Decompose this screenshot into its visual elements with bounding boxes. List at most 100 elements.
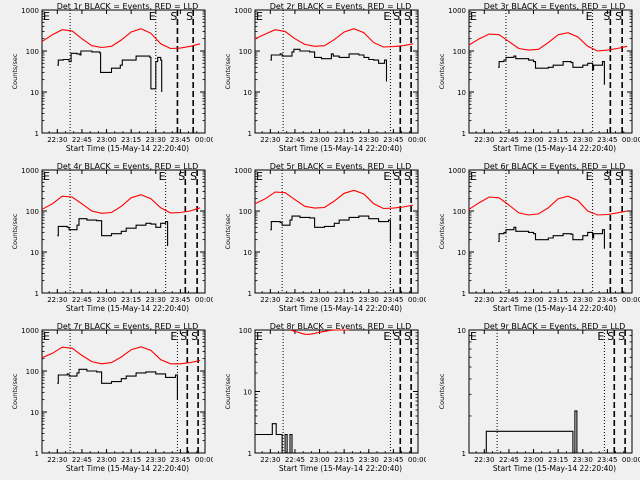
event-marker-label: E — [43, 170, 50, 183]
x-tick-label: 23:30 — [359, 136, 379, 144]
x-tick-label: 22:45 — [72, 456, 92, 464]
x-tick-label: 23:45 — [170, 136, 190, 144]
x-tick-label: 23:00 — [96, 456, 116, 464]
x-axis-label: Start Time (15-May-14 22:20:40) — [493, 464, 616, 473]
x-tick-label: 22:30 — [47, 136, 67, 144]
event-marker-label: S — [603, 170, 610, 183]
x-axis-label: Start Time (15-May-14 22:20:40) — [66, 464, 189, 473]
event-marker-label: E — [383, 330, 390, 343]
event-marker-label: E — [159, 170, 166, 183]
y-tick-label: 100 — [26, 368, 39, 376]
chart-title: Det 5r BLACK = Events, RED = LLD — [270, 162, 412, 171]
x-tick-label: 23:15 — [548, 296, 568, 304]
y-tick-label: 10 — [30, 249, 39, 257]
event-marker-label: E — [597, 330, 604, 343]
x-tick-label: 23:15 — [334, 456, 354, 464]
x-tick-label: 23:30 — [146, 136, 166, 144]
y-tick-label: 1 — [462, 450, 466, 458]
event-marker-label: E — [586, 10, 593, 23]
x-tick-label: 23:15 — [121, 456, 141, 464]
y-axis-label: Counts/sec — [11, 213, 19, 249]
y-axis-label: Counts/sec — [11, 53, 19, 89]
event-marker-label: S — [393, 330, 400, 343]
y-tick-label: 10 — [457, 327, 466, 335]
x-tick-label: 23:15 — [548, 456, 568, 464]
x-tick-label: 00:00 — [408, 456, 426, 464]
x-tick-label: 23:30 — [146, 456, 166, 464]
x-tick-label: 23:15 — [334, 136, 354, 144]
y-tick-label: 10 — [30, 89, 39, 97]
y-tick-label: 1 — [35, 130, 39, 138]
x-axis-label: Start Time (15-May-14 22:20:40) — [279, 144, 402, 153]
series-events-line — [57, 368, 178, 400]
series-lld-line — [468, 195, 628, 216]
chart-panel-8: Det 8r BLACK = Events, RED = LLD 1 10 100 22… — [224, 322, 426, 473]
y-tick-label: 100 — [453, 208, 466, 216]
series-lld-line — [41, 194, 201, 214]
x-tick-label: 23:30 — [359, 456, 379, 464]
y-axis-label: Counts/sec — [224, 53, 232, 89]
series-events-line — [57, 218, 169, 246]
chart-title: Det 6r BLACK = Events, RED = LLD — [484, 162, 626, 171]
x-tick-label: 23:45 — [383, 456, 403, 464]
series-events-line — [498, 55, 605, 85]
event-marker-label: S — [393, 10, 400, 23]
event-marker-label: S — [615, 10, 622, 23]
x-axis-label: Start Time (15-May-14 22:20:40) — [493, 144, 616, 153]
event-marker-label: E — [149, 10, 156, 23]
chart-panel-1: Det 1r BLACK = Events, RED = LLD 1 10 100 10… — [11, 2, 213, 153]
y-tick-label: 10 — [457, 249, 466, 257]
event-marker-label: S — [603, 10, 610, 23]
x-tick-label: 22:30 — [260, 456, 280, 464]
y-tick-label: 1 — [462, 130, 466, 138]
event-marker-label: E — [256, 330, 263, 343]
x-tick-label: 22:45 — [285, 136, 305, 144]
event-marker-label: E — [470, 330, 477, 343]
x-axis-label: Start Time (15-May-14 22:20:40) — [493, 304, 616, 313]
event-marker-label: E — [470, 170, 477, 183]
y-tick-label: 1000 — [234, 167, 252, 175]
y-tick-label: 10 — [243, 89, 252, 97]
y-axis-label: Counts/sec — [224, 213, 232, 249]
event-marker-label: E — [470, 10, 477, 23]
x-tick-label: 22:30 — [474, 456, 494, 464]
x-tick-label: 23:15 — [334, 296, 354, 304]
event-marker-label: S — [191, 330, 198, 343]
x-tick-label: 23:00 — [96, 296, 116, 304]
x-tick-label: 00:00 — [408, 296, 426, 304]
series-events-line — [270, 48, 388, 82]
x-tick-label: 00:00 — [195, 296, 213, 304]
event-marker-label: S — [393, 170, 400, 183]
chart-title: Det 4r BLACK = Events, RED = LLD — [57, 162, 199, 171]
x-tick-label: 23:00 — [309, 296, 329, 304]
y-tick-label: 10 — [30, 409, 39, 417]
event-marker-label: S — [404, 10, 411, 23]
x-tick-label: 23:00 — [309, 136, 329, 144]
series-events-line — [57, 50, 163, 92]
chart-panel-7: Det 7r BLACK = Events, RED = LLD 1 10 100 10… — [11, 322, 213, 473]
chart-panel-2: Det 2r BLACK = Events, RED = LLD 1 10 100 10… — [224, 2, 426, 153]
series-lld-line — [254, 28, 414, 48]
x-tick-label: 23:30 — [146, 296, 166, 304]
chart-panel-9: Det 9r BLACK = Events, RED = LLD 1 10 22:30… — [438, 322, 640, 473]
x-tick-label: 23:30 — [573, 136, 593, 144]
x-tick-label: 22:45 — [72, 136, 92, 144]
y-tick-label: 1 — [248, 450, 252, 458]
event-marker-label: E — [383, 170, 390, 183]
x-tick-label: 23:00 — [309, 456, 329, 464]
x-tick-label: 22:45 — [285, 296, 305, 304]
series-events-line — [270, 215, 391, 242]
y-axis-label: Counts/sec — [438, 373, 446, 409]
x-axis-label: Start Time (15-May-14 22:20:40) — [66, 304, 189, 313]
x-tick-label: 22:30 — [47, 456, 67, 464]
y-tick-label: 100 — [239, 48, 252, 56]
x-tick-label: 22:45 — [499, 136, 519, 144]
y-tick-label: 100 — [26, 208, 39, 216]
x-tick-label: 23:00 — [523, 296, 543, 304]
series-lld-line — [468, 32, 628, 52]
y-tick-label: 1 — [35, 290, 39, 298]
x-tick-label: 22:30 — [47, 296, 67, 304]
event-marker-label: S — [607, 330, 614, 343]
x-axis-label: Start Time (15-May-14 22:20:40) — [279, 304, 402, 313]
